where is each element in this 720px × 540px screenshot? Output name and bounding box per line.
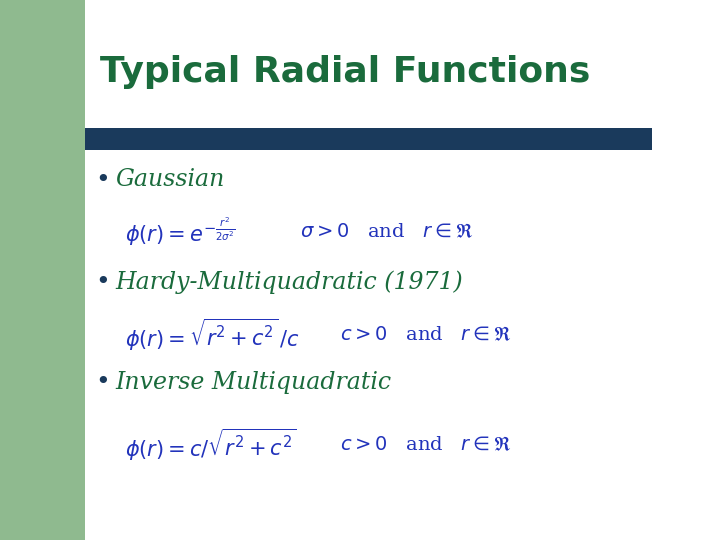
Text: Hardy-Multiquadratic (1971): Hardy-Multiquadratic (1971) <box>115 270 463 294</box>
Text: $\phi(r)=\sqrt{r^2+c^2}\,/c$: $\phi(r)=\sqrt{r^2+c^2}\,/c$ <box>125 317 300 353</box>
Text: Gaussian: Gaussian <box>115 168 225 192</box>
Text: $c>0$   and   $r\in\mathfrak{R}$: $c>0$ and $r\in\mathfrak{R}$ <box>340 436 512 454</box>
Bar <box>0 0 85 540</box>
Text: $\phi(r)=c/\sqrt{r^2+c^2}$: $\phi(r)=c/\sqrt{r^2+c^2}$ <box>125 427 297 463</box>
Text: •: • <box>95 270 109 294</box>
FancyBboxPatch shape <box>85 0 720 160</box>
Bar <box>85 100 720 150</box>
Text: •: • <box>95 168 109 192</box>
Text: Inverse Multiquadratic: Inverse Multiquadratic <box>115 370 391 394</box>
Text: $\sigma>0$   and   $r\in\mathfrak{R}$: $\sigma>0$ and $r\in\mathfrak{R}$ <box>300 222 473 241</box>
Bar <box>0 0 720 110</box>
Text: Typical Radial Functions: Typical Radial Functions <box>100 55 590 89</box>
Bar <box>85 128 652 150</box>
Text: •: • <box>95 370 109 394</box>
Bar <box>85 110 720 540</box>
Text: $\phi(r)=e^{-\frac{r^2}{2\sigma^2}}$: $\phi(r)=e^{-\frac{r^2}{2\sigma^2}}$ <box>125 215 235 248</box>
Text: $c>0$   and   $r\in\mathfrak{R}$: $c>0$ and $r\in\mathfrak{R}$ <box>340 326 512 345</box>
